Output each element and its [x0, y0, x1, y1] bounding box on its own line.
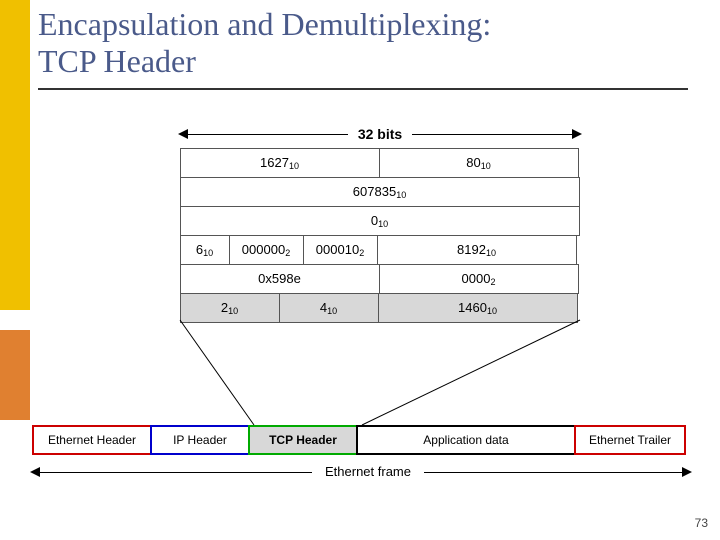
tcp-header-cell: 819210: [377, 235, 577, 265]
title-line-1: Encapsulation and Demultiplexing:: [38, 6, 491, 42]
sidebar-orange: [0, 330, 30, 420]
bits-line-left: [180, 134, 348, 135]
sidebar-gap: [0, 310, 30, 330]
tcp-header-cell: 0x598e: [180, 264, 380, 294]
title-underline: [38, 88, 688, 90]
bits-line-right: [412, 134, 580, 135]
eth-line-right: [424, 472, 690, 473]
tcp-header-cell: 0000002: [229, 235, 304, 265]
slide-sidebar: [0, 0, 30, 540]
tcp-header-cell: 010: [180, 206, 580, 236]
tcp-header-cell: 162710: [180, 148, 380, 178]
title-line-2: TCP Header: [38, 43, 196, 79]
ethernet-frame-indicator: Ethernet frame: [32, 464, 690, 482]
slide-title: Encapsulation and Demultiplexing: TCP He…: [38, 6, 491, 80]
tcp-header-table: 1627108010607835100106100000002000010281…: [180, 148, 580, 322]
tcp-header-cell: 210: [180, 293, 280, 323]
tcp-header-cell: 610: [180, 235, 230, 265]
tcp-header-row: 210410146010: [180, 293, 580, 322]
tcp-header-row: 010: [180, 206, 580, 235]
tcp-header-row: 1627108010: [180, 148, 580, 177]
frame-segment: Ethernet Header: [32, 425, 152, 455]
eth-line-left: [32, 472, 312, 473]
tcp-header-cell: 60783510: [180, 177, 580, 207]
ethernet-frame-label: Ethernet frame: [312, 464, 424, 479]
frame-segment: IP Header: [150, 425, 250, 455]
page-number: 73: [695, 516, 708, 530]
tcp-header-row: 60783510: [180, 177, 580, 206]
frame-segment: TCP Header: [248, 425, 358, 455]
tcp-header-cell: 8010: [379, 148, 579, 178]
arrow-right-icon: [572, 129, 582, 139]
frame-segment: Ethernet Trailer: [574, 425, 686, 455]
sidebar-yellow: [0, 0, 30, 310]
tcp-header-row: 0x598e00002: [180, 264, 580, 293]
tcp-header-cell: 00002: [379, 264, 579, 294]
tcp-header-row: 61000000020000102819210: [180, 235, 580, 264]
tcp-header-cell: 146010: [378, 293, 578, 323]
frame-segment: Application data: [356, 425, 576, 455]
arrow-right-icon: [682, 467, 692, 477]
tcp-header-cell: 0000102: [303, 235, 378, 265]
ethernet-frame-row: Ethernet HeaderIP HeaderTCP HeaderApplic…: [32, 425, 690, 455]
bits-label: 32 bits: [348, 126, 412, 142]
bits-width-indicator: 32 bits: [180, 126, 580, 144]
tcp-header-cell: 410: [279, 293, 379, 323]
